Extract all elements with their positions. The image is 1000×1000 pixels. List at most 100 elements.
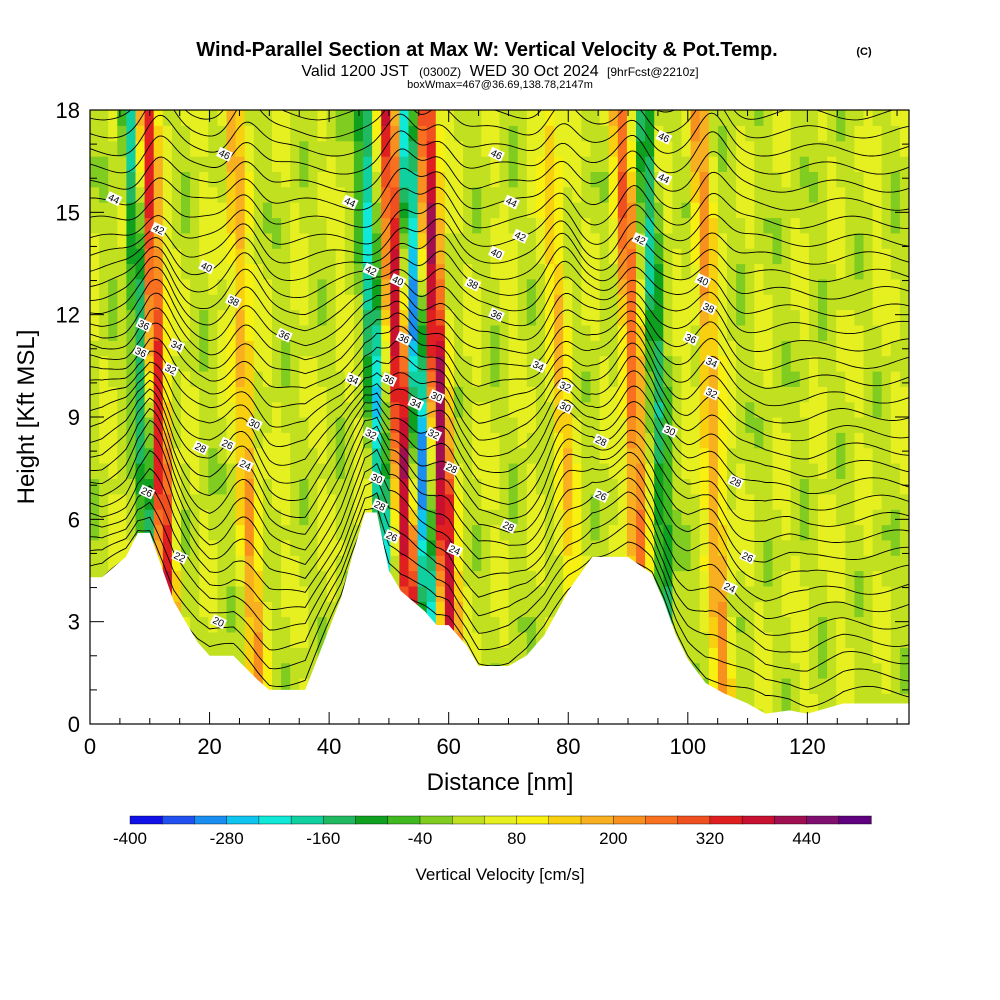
velocity-cell [599,386,610,403]
velocity-cell [517,355,528,372]
velocity-cell [808,248,819,265]
velocity-cell [472,524,482,541]
velocity-cell [144,186,155,203]
velocity-cell [626,110,637,126]
velocity-cell [672,140,683,157]
velocity-cell [199,263,209,280]
velocity-cell [326,371,337,387]
velocity-cell [281,478,291,495]
svg-text:38: 38 [226,295,241,310]
theta-contour-line [90,527,909,708]
velocity-cell [781,140,792,157]
velocity-cell [171,263,182,280]
velocity-cell [808,186,819,203]
velocity-cell [363,110,373,126]
velocity-cell [626,371,637,387]
velocity-cell [763,631,774,648]
velocity-cell [690,217,701,234]
velocity-cell [217,355,228,372]
velocity-cell [417,324,428,341]
velocity-cell [572,248,582,265]
velocity-cell [845,509,855,526]
velocity-cell [399,248,410,265]
velocity-cell [808,570,819,587]
velocity-cell [754,447,764,464]
velocity-cell [363,340,373,357]
velocity-cell [472,263,482,280]
velocity-cell [108,417,118,433]
velocity-cell [99,417,109,433]
velocity-cell [863,401,874,418]
velocity-cell [99,110,109,126]
velocity-cell [818,232,828,249]
velocity-cell [499,294,510,311]
velocity-cell [226,478,237,495]
velocity-cell [708,447,719,464]
velocity-cell [881,585,892,602]
velocity-cell [654,156,664,172]
velocity-cell [745,140,755,157]
velocity-cell [481,217,491,234]
velocity-cell [608,463,619,479]
velocity-cell [144,202,155,219]
velocity-cell [717,156,728,172]
velocity-cell [208,401,218,418]
velocity-cell [508,232,519,249]
velocity-cell [308,186,319,203]
svg-text:40: 40 [489,247,504,262]
velocity-cell [526,278,537,295]
velocity-cell [790,555,801,572]
velocity-cell [890,125,901,142]
velocity-cell [262,232,273,249]
velocity-cell [590,110,601,126]
velocity-cell [708,478,719,495]
velocity-cell [290,432,300,449]
velocity-cell [508,539,519,556]
velocity-cell [672,186,683,203]
velocity-cell [144,248,155,265]
velocity-cell [754,585,764,602]
velocity-cell [790,217,801,234]
velocity-cell [517,555,528,572]
velocity-cell [499,125,510,142]
velocity-cell [736,647,746,664]
velocity-cell [690,493,701,510]
velocity-cell [636,171,646,188]
velocity-cell [836,263,846,280]
velocity-cell [290,371,300,387]
velocity-cell [244,309,255,326]
velocity-cell [663,447,673,464]
velocity-cell [335,539,346,556]
velocity-cell [126,125,137,142]
velocity-cell [654,217,664,234]
velocity-cell [117,524,127,541]
velocity-cell [199,601,209,618]
colorbar-swatch [548,815,582,825]
velocity-cell [171,401,182,418]
velocity-cell [372,340,382,357]
velocity-cell [126,294,137,311]
velocity-cell [299,493,309,510]
velocity-cell [818,693,828,710]
velocity-cell [745,509,755,526]
velocity-cell [790,601,801,618]
velocity-cell [663,555,673,572]
velocity-cell [262,248,273,265]
velocity-cell [581,140,592,157]
velocity-cell [499,493,510,510]
velocity-cell [736,616,746,633]
velocity-cell [144,278,155,295]
velocity-cell [526,585,537,602]
velocity-cell [90,539,100,556]
velocity-cell [845,202,855,219]
colorbar-tick-label: 440 [792,829,820,848]
velocity-cell [399,125,410,142]
velocity-cell [308,417,319,433]
velocity-cell [181,110,191,126]
theta-label: 44 [105,191,123,207]
velocity-cell [153,278,164,295]
velocity-cell [645,463,655,479]
velocity-cell [845,140,855,157]
velocity-cell [863,432,874,449]
velocity-cell [208,263,218,280]
